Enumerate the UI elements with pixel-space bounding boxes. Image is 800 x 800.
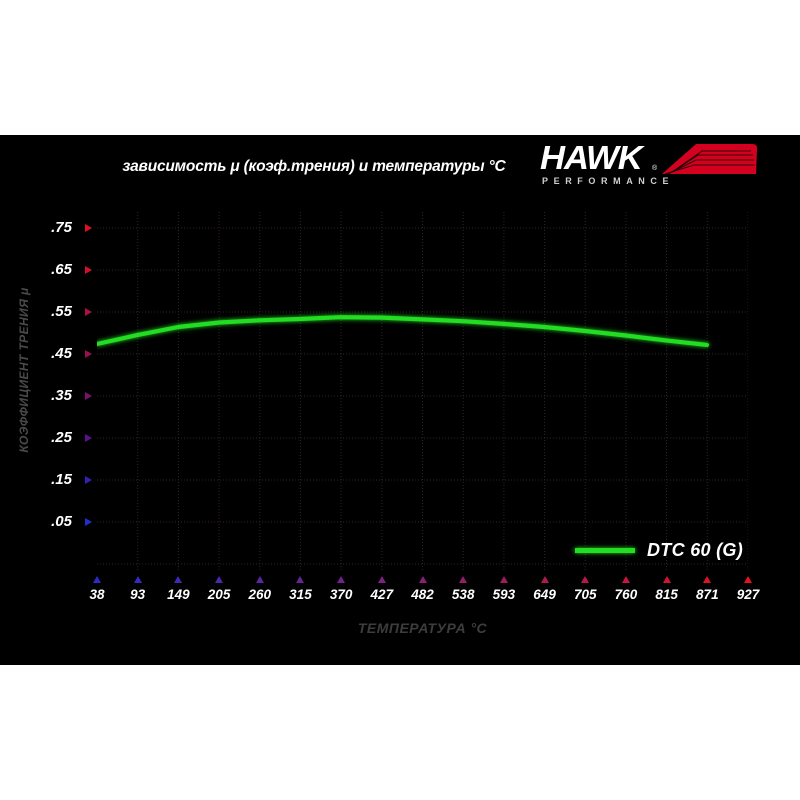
x-axis-tick-label: 815: [655, 587, 678, 602]
x-axis-tick-label: 760: [614, 587, 638, 602]
page-title: зависимость μ (коэф.трения) и температур…: [122, 158, 506, 175]
y-axis-tick-arrow-icon: [85, 350, 92, 358]
chart-legend: DTC 60 (G): [575, 540, 743, 561]
y-axis-tick-arrow-icon: [85, 308, 92, 316]
legend-swatch-dtc60g: [575, 548, 635, 553]
x-axis-tick-label: 649: [533, 587, 556, 602]
y-axis-tick-label: .05: [51, 513, 72, 530]
plot-svg: [97, 212, 748, 570]
x-axis-tick-label: 315: [289, 587, 312, 602]
x-axis-tick-label: 205: [207, 587, 231, 602]
chart-gridlines: [97, 212, 748, 570]
x-axis-tick-arrow-icon: [744, 576, 752, 583]
x-axis-tick-label: 93: [130, 587, 146, 602]
x-axis-tick-arrow-icon: [255, 576, 264, 583]
y-axis-tick-label: .15: [51, 471, 72, 488]
x-axis-tick-arrow-icon: [215, 576, 224, 583]
x-axis-tick-label: 427: [370, 587, 394, 602]
y-axis-tick-arrow-icon: [85, 224, 92, 232]
data-series-line: [97, 315, 710, 347]
x-axis-tick-arrow-icon: [174, 576, 183, 583]
x-axis-tick-label: 260: [248, 587, 272, 602]
legend-label-dtc60g: DTC 60 (G): [647, 540, 744, 560]
y-axis-tick-arrow-icon: [85, 434, 92, 442]
x-axis-tick-arrow-icon: [337, 576, 346, 583]
y-axis-tick-label: .45: [51, 345, 72, 362]
y-axis-title: КОЭФФИЦИЕНТ ТРЕНИЯ μ: [17, 287, 31, 453]
logo-tagline: PERFORMANCE: [542, 176, 675, 186]
x-axis-tick-label: 538: [451, 587, 475, 602]
x-axis-tick-label: 482: [411, 587, 434, 602]
x-axis-tick-arrow-icon: [418, 576, 427, 583]
y-axis-tick-label: .55: [51, 303, 72, 320]
x-axis-tick-arrow-icon: [459, 576, 468, 583]
x-axis-tick-label: 149: [167, 587, 190, 602]
y-axis-tick-arrow-icon: [85, 392, 92, 400]
y-axis-tick-label: .65: [51, 261, 72, 278]
y-axis-tick-label: .75: [51, 219, 72, 236]
y-axis-tick-arrow-icon: [85, 266, 92, 274]
x-axis-tick-label: 871: [696, 587, 719, 602]
x-axis-tick-arrow-icon: [377, 576, 386, 583]
plot-area: [97, 212, 748, 570]
logo-swoosh-icon: [662, 144, 758, 175]
x-axis-tick-arrow-icon: [296, 576, 305, 583]
hawk-performance-logo: HAWK ® PERFORMANCE: [540, 141, 758, 191]
x-axis-tick-label: 927: [736, 587, 760, 602]
x-axis-tick-arrow-icon: [621, 576, 630, 583]
x-axis-tick-arrow-icon: [581, 576, 590, 583]
y-axis-tick-arrow-icon: [85, 476, 92, 484]
y-axis-tick-label: .35: [51, 387, 72, 404]
logo-wordmark: HAWK: [540, 139, 643, 176]
x-axis-tick-label: 705: [573, 587, 597, 602]
x-axis-tick-arrow-icon: [662, 576, 671, 583]
x-axis-tick-arrow-icon: [540, 576, 549, 583]
x-axis-tick-label: 370: [329, 587, 353, 602]
x-axis-tick-arrow-icon: [133, 576, 142, 583]
x-axis-tick-arrow-icon: [499, 576, 508, 583]
x-axis-tick-arrow-icon: [703, 576, 712, 583]
x-axis-tick-label: 38: [89, 587, 105, 602]
x-axis-tick-label: 593: [492, 587, 516, 602]
y-axis-tick-label: .25: [51, 429, 72, 446]
x-axis-title: ТЕМПЕРАТУРА °C: [357, 620, 488, 636]
logo-registered-mark: ®: [652, 165, 658, 172]
y-axis-tick-arrow-icon: [85, 518, 92, 526]
x-axis-tick-arrow-icon: [93, 576, 101, 583]
